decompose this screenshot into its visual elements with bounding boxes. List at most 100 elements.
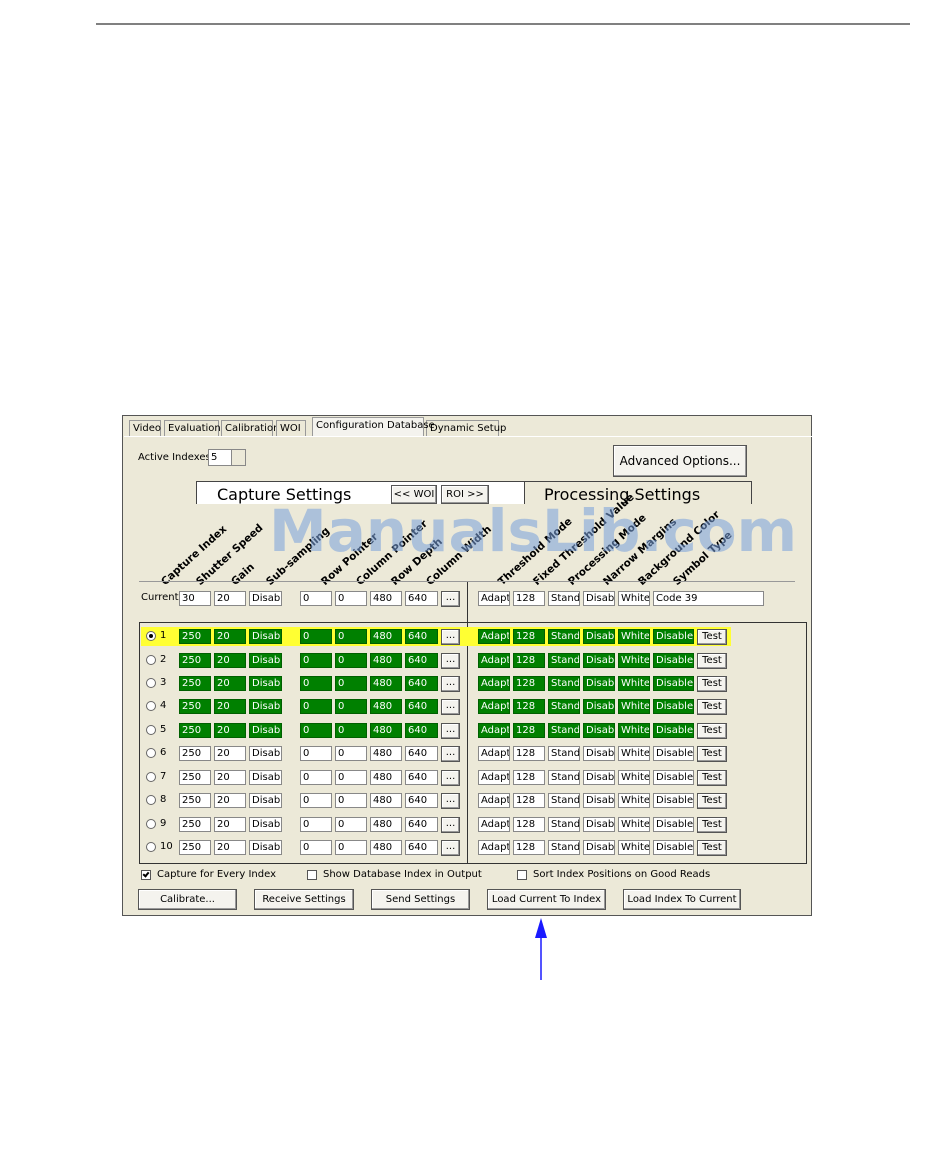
field[interactable]: 0	[300, 746, 332, 761]
field[interactable]: 0	[335, 840, 367, 855]
field[interactable]: Stand	[548, 629, 580, 644]
tab[interactable]: Evaluation	[164, 420, 221, 436]
radio[interactable]	[146, 678, 156, 688]
field[interactable]: 0	[335, 653, 367, 668]
test-button[interactable]: Test	[697, 629, 727, 645]
field[interactable]: 480	[370, 746, 402, 761]
field[interactable]: Stand	[548, 723, 580, 738]
field[interactable]: 128	[513, 591, 545, 606]
field[interactable]: Disabl	[583, 629, 615, 644]
field[interactable]: 640	[405, 723, 438, 738]
field[interactable]: 640	[405, 629, 438, 644]
field[interactable]: 640	[405, 840, 438, 855]
ellipsis-button[interactable]: ...	[441, 591, 460, 607]
field[interactable]: Disabl	[249, 723, 282, 738]
test-button[interactable]: Test	[697, 746, 727, 762]
field[interactable]: Disabl	[249, 793, 282, 808]
checkbox[interactable]	[141, 870, 151, 880]
tab[interactable]: WOI	[276, 420, 306, 436]
ellipsis-button[interactable]: ...	[441, 793, 460, 809]
field[interactable]: 640	[405, 653, 438, 668]
field[interactable]: 30	[179, 591, 211, 606]
field[interactable]: 480	[370, 591, 402, 606]
field[interactable]: 0	[335, 676, 367, 691]
field[interactable]: Stand	[548, 591, 580, 606]
radio[interactable]	[146, 819, 156, 829]
test-button[interactable]: Test	[697, 770, 727, 786]
ellipsis-button[interactable]: ...	[441, 723, 460, 739]
field[interactable]: 0	[335, 629, 367, 644]
field[interactable]: 20	[214, 723, 246, 738]
field[interactable]: 0	[335, 793, 367, 808]
field[interactable]: Disabl	[249, 699, 282, 714]
field[interactable]: 128	[513, 653, 545, 668]
ellipsis-button[interactable]: ...	[441, 676, 460, 692]
field[interactable]: 480	[370, 699, 402, 714]
field[interactable]: Adapti	[478, 746, 510, 761]
field[interactable]: Disabl	[249, 746, 282, 761]
field[interactable]: Disabled	[653, 629, 694, 644]
radio[interactable]	[146, 631, 156, 641]
test-button[interactable]: Test	[697, 840, 727, 856]
field[interactable]: White	[618, 723, 650, 738]
field[interactable]: Disabled	[653, 699, 694, 714]
field[interactable]: 128	[513, 770, 545, 785]
field[interactable]: Disabled	[653, 840, 694, 855]
field[interactable]: 0	[335, 591, 367, 606]
field[interactable]: 20	[214, 591, 246, 606]
radio[interactable]	[146, 725, 156, 735]
button[interactable]: Calibrate...	[138, 889, 237, 910]
field[interactable]: 0	[300, 817, 332, 832]
field[interactable]: Disabl	[583, 817, 615, 832]
test-button[interactable]: Test	[697, 817, 727, 833]
button[interactable]: Load Current To Index	[487, 889, 606, 910]
field[interactable]: 128	[513, 629, 545, 644]
field[interactable]: Disabl	[583, 591, 615, 606]
field[interactable]: 640	[405, 817, 438, 832]
field[interactable]: Adapti	[478, 817, 510, 832]
tab[interactable]: Configuration Database	[312, 417, 435, 436]
field[interactable]: 480	[370, 629, 402, 644]
tab[interactable]: Calibration	[221, 420, 279, 436]
field[interactable]: White	[618, 591, 650, 606]
field[interactable]: Disabl	[583, 676, 615, 691]
field[interactable]: White	[618, 699, 650, 714]
ellipsis-button[interactable]: ...	[441, 770, 460, 786]
ellipsis-button[interactable]: ...	[441, 746, 460, 762]
radio[interactable]	[146, 772, 156, 782]
field[interactable]: 250	[179, 723, 211, 738]
field[interactable]: White	[618, 840, 650, 855]
field[interactable]: 20	[214, 793, 246, 808]
field[interactable]: 0	[300, 629, 332, 644]
field[interactable]: 20	[214, 770, 246, 785]
field[interactable]: 640	[405, 746, 438, 761]
field[interactable]: 0	[300, 653, 332, 668]
ellipsis-button[interactable]: ...	[441, 629, 460, 645]
field[interactable]: Adapti	[478, 629, 510, 644]
field[interactable]: Stand	[548, 770, 580, 785]
button[interactable]: Send Settings	[371, 889, 470, 910]
field[interactable]: Disabl	[249, 817, 282, 832]
field[interactable]: Adapti	[478, 793, 510, 808]
field[interactable]: 128	[513, 723, 545, 738]
field[interactable]: White	[618, 629, 650, 644]
field[interactable]: Disabled	[653, 770, 694, 785]
field[interactable]: 250	[179, 840, 211, 855]
button[interactable]: Receive Settings	[254, 889, 354, 910]
field[interactable]: 250	[179, 770, 211, 785]
field[interactable]: Disabl	[249, 840, 282, 855]
field[interactable]: 640	[405, 770, 438, 785]
field[interactable]: Disabl	[249, 676, 282, 691]
button[interactable]: Load Index To Current	[623, 889, 741, 910]
field[interactable]: 250	[179, 817, 211, 832]
ellipsis-button[interactable]: ...	[441, 817, 460, 833]
field[interactable]: 480	[370, 653, 402, 668]
field[interactable]: 20	[214, 746, 246, 761]
field[interactable]: 250	[179, 746, 211, 761]
field[interactable]: Disabl	[583, 723, 615, 738]
field[interactable]: Stand	[548, 699, 580, 714]
field[interactable]: Disabl	[583, 653, 615, 668]
checkbox[interactable]	[307, 870, 317, 880]
field[interactable]: Stand	[548, 793, 580, 808]
field[interactable]: Code 39	[653, 591, 764, 606]
